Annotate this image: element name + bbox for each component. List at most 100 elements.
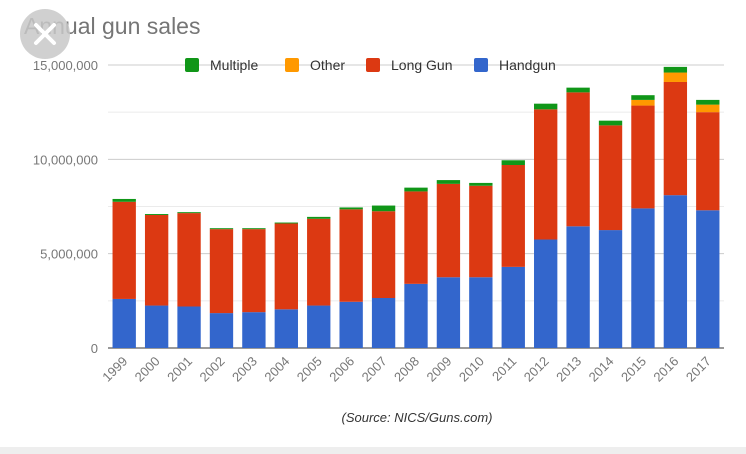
bar-multiple-2005 [307,216,331,219]
x-tick-label: 1999 [99,354,130,385]
bar-handgun-2006 [339,301,363,348]
x-tick-label: 2014 [586,354,617,385]
bar-multiple-2000 [144,214,169,215]
x-tick-label: 2013 [553,354,584,385]
x-tick-label: 2016 [650,354,681,385]
legend-label: Other [310,57,345,73]
bar-long-gun-2010 [469,185,493,278]
bar-handgun-2004 [274,309,298,348]
bar-long-gun-2012 [534,109,558,240]
x-tick-label: 2010 [456,354,487,385]
bar-long-gun-2017 [696,112,720,211]
bar-handgun-2011 [501,266,525,348]
bar-long-gun-2014 [598,125,623,231]
bar-other-2017 [696,104,720,113]
x-tick-label: 2004 [261,354,292,385]
x-tick-label: 2017 [683,354,714,385]
bar-handgun-2003 [242,312,266,348]
y-axis: 0 5,000,000 10,000,000 15,000,000 [33,58,98,356]
close-icon [34,23,56,45]
bar-multiple-2014 [598,120,623,126]
legend-label: Multiple [210,57,258,73]
legend-swatch-multiple [185,58,199,72]
x-tick-label: 2005 [294,354,325,385]
legend-label: Handgun [499,57,556,73]
source-note: (Source: NICS/Guns.com) [342,410,493,425]
y-tick-label: 5,000,000 [40,247,98,262]
bar-handgun-2017 [696,210,720,348]
bar-multiple-2009 [436,180,461,184]
close-button[interactable] [20,9,70,59]
y-tick-label: 10,000,000 [33,152,98,167]
x-tick-label: 2009 [423,354,454,385]
bar-long-gun-2007 [371,211,396,299]
bar-handgun-2001 [177,306,201,348]
bar-multiple-2001 [177,212,201,214]
legend-swatch-long-gun [366,58,380,72]
bar-multiple-2016 [663,66,688,73]
bar-long-gun-2009 [436,183,461,278]
bar-long-gun-2006 [339,209,363,302]
bar-multiple-2007 [371,205,396,212]
bar-multiple-2017 [696,99,720,105]
bar-handgun-2013 [566,226,590,348]
bar-multiple-2004 [274,222,298,224]
bar-multiple-2002 [209,228,234,230]
bar-multiple-1999 [112,198,136,202]
legend: Multiple Other Long Gun Handgun [185,57,556,73]
x-tick-label: 2011 [489,354,519,384]
bar-handgun-2000 [144,305,169,348]
bar-long-gun-2005 [307,218,331,306]
bar-handgun-2005 [307,305,331,348]
bar-long-gun-2016 [663,81,688,196]
bar-handgun-2012 [534,239,558,348]
bar-long-gun-2004 [274,223,298,310]
bar-handgun-2016 [663,195,688,348]
bar-other-2016 [663,72,688,82]
bar-multiple-2008 [404,187,428,192]
bar-handgun-2002 [209,313,234,348]
bar-multiple-2012 [534,103,558,110]
x-tick-label: 2012 [521,354,552,385]
x-tick-label: 2000 [132,354,163,385]
bar-other-2015 [631,99,655,106]
x-tick-label: 2007 [359,354,390,385]
bottom-divider [0,447,746,454]
bar-multiple-2011 [501,160,525,165]
bar-multiple-2006 [339,207,363,210]
y-tick-label: 0 [91,341,98,356]
bar-handgun-1999 [112,298,136,348]
x-tick-label: 2006 [326,354,357,385]
x-tick-label: 2003 [229,354,260,385]
bar-long-gun-2008 [404,191,428,284]
x-tick-label: 2015 [618,354,649,385]
bar-long-gun-2013 [566,92,590,227]
x-tick-label: 2001 [164,354,195,385]
bar-multiple-2003 [242,228,266,230]
y-tick-label: 15,000,000 [33,58,98,73]
bar-handgun-2008 [404,283,428,348]
bars [112,66,720,348]
bar-long-gun-2015 [631,105,655,209]
bar-handgun-2010 [469,277,493,348]
bar-long-gun-2011 [501,164,525,267]
bar-long-gun-2003 [242,229,266,313]
bar-handgun-2014 [598,230,623,348]
bar-handgun-2009 [436,277,461,348]
bar-multiple-2013 [566,87,590,93]
bar-multiple-2015 [631,95,655,100]
bar-long-gun-2000 [144,214,169,306]
bar-long-gun-2002 [209,229,234,314]
bar-long-gun-1999 [112,201,136,299]
x-tick-label: 2002 [197,354,228,385]
legend-swatch-other [285,58,299,72]
x-axis: 1999 2000 2001 2002 2003 2004 2005 2006 2007 2008… [99,354,714,385]
x-tick-label: 2008 [391,354,422,385]
legend-swatch-handgun [474,58,488,72]
bar-handgun-2015 [631,208,655,348]
bar-handgun-2007 [371,298,396,348]
legend-label: Long Gun [391,57,453,73]
bar-long-gun-2001 [177,213,201,307]
bar-multiple-2010 [469,182,493,186]
